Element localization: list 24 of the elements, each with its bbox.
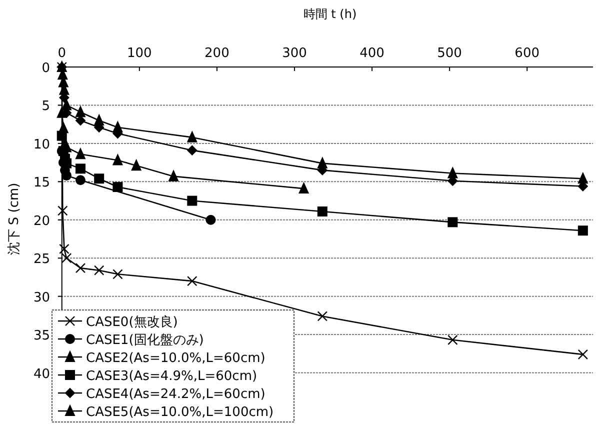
legend-label: CASE2(As=10.0%,L=60cm) — [86, 351, 266, 366]
y-tick-label: 25 — [33, 252, 50, 268]
y-tick-label: 20 — [33, 214, 50, 229]
x-tick-label: 500 — [437, 46, 462, 61]
y-tick-label: 35 — [33, 328, 50, 344]
y-axis-title: 沈下 S (cm) — [7, 182, 22, 256]
x-axis-title: 時間 t (h) — [303, 7, 357, 21]
x-tick-label: 200 — [204, 46, 230, 61]
x-tick-label: 400 — [360, 46, 384, 61]
x-tick-label: 300 — [282, 46, 307, 61]
legend-label: CASE1(固化盤のみ) — [86, 333, 204, 348]
legend-label: CASE3(As=4.9%,L=60cm) — [86, 369, 258, 384]
legend-label: CASE5(As=10.0%,L=100cm) — [86, 405, 274, 420]
y-tick-label: 15 — [33, 176, 50, 191]
legend-label: CASE0(無改良) — [86, 315, 178, 330]
x-tick-label: 100 — [127, 46, 152, 61]
legend-label: CASE4(As=24.2%,L=60cm) — [86, 387, 266, 402]
y-tick-label: 0 — [42, 61, 50, 76]
y-tick-label: 40 — [33, 366, 50, 382]
y-tick-label: 10 — [33, 137, 50, 152]
y-tick-label: 5 — [42, 99, 50, 114]
x-tick-label: 0 — [58, 46, 66, 61]
x-tick-label: 600 — [514, 46, 540, 61]
y-tick-label: 30 — [33, 290, 50, 306]
